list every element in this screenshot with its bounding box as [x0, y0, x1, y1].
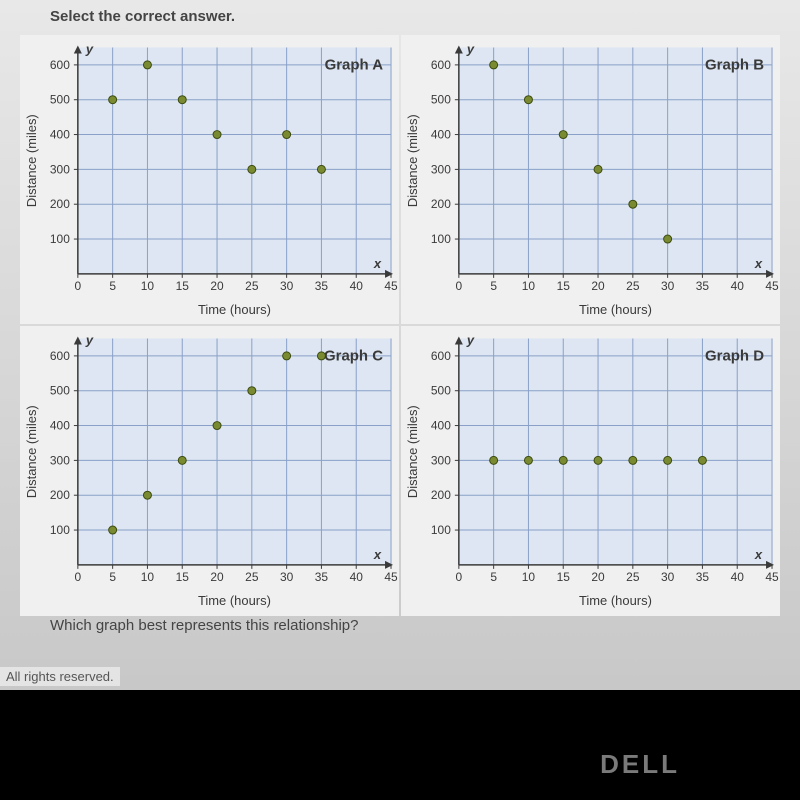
chart-a: y x 0 5 10 15 20 25 30 35 40 45 100 200 300 400 500 600 Ti…	[20, 35, 399, 324]
worksheet-page: Select the correct answer. y x 0 5 10 15 20 25 3…	[0, 0, 800, 690]
svg-text:45: 45	[384, 279, 398, 293]
rights-text: All rights reserved.	[0, 667, 120, 686]
svg-text:10: 10	[141, 279, 155, 293]
chart-d: y x 0 5 10 15 20 25 30 35 40 45 100 200 300 400 500 600 Ti…	[401, 326, 780, 615]
svg-text:Distance (miles): Distance (miles)	[405, 114, 420, 207]
svg-text:15: 15	[557, 570, 571, 584]
svg-text:20: 20	[210, 279, 224, 293]
svg-text:Time (hours): Time (hours)	[198, 302, 271, 317]
svg-text:0: 0	[75, 279, 82, 293]
svg-text:x: x	[373, 256, 382, 271]
svg-text:y: y	[466, 333, 475, 348]
svg-text:200: 200	[431, 197, 451, 211]
svg-text:500: 500	[431, 93, 451, 107]
svg-text:600: 600	[50, 58, 70, 72]
charts-grid: yx051015202530354045100200300400500600Ti…	[20, 35, 780, 605]
svg-text:400: 400	[431, 419, 451, 433]
dell-logo: DELL	[600, 749, 680, 780]
svg-text:10: 10	[141, 570, 155, 584]
svg-text:y: y	[466, 41, 475, 56]
chart-panel-a[interactable]: y x 0 5 10 15 20 25 30 35 40 45 100 200 300 400 500 600 Ti…	[20, 35, 399, 324]
svg-text:35: 35	[696, 570, 710, 584]
svg-text:Graph A: Graph A	[325, 56, 384, 73]
chart-panel-d[interactable]: y x 0 5 10 15 20 25 30 35 40 45 100 200 300 400 500 600 Ti…	[401, 326, 780, 615]
svg-text:40: 40	[731, 570, 745, 584]
svg-text:25: 25	[626, 279, 640, 293]
svg-text:Time (hours): Time (hours)	[198, 593, 271, 608]
svg-text:500: 500	[50, 93, 70, 107]
svg-text:25: 25	[245, 279, 259, 293]
svg-text:30: 30	[661, 279, 675, 293]
svg-text:400: 400	[50, 419, 70, 433]
svg-text:300: 300	[431, 162, 451, 176]
svg-text:30: 30	[661, 570, 675, 584]
svg-text:x: x	[754, 256, 763, 271]
svg-text:40: 40	[350, 279, 364, 293]
svg-text:5: 5	[109, 279, 116, 293]
svg-text:Time (hours): Time (hours)	[579, 302, 652, 317]
svg-text:20: 20	[591, 570, 605, 584]
svg-text:200: 200	[50, 488, 70, 502]
svg-text:25: 25	[626, 570, 640, 584]
svg-text:10: 10	[522, 570, 536, 584]
chart-b: y x 0 5 10 15 20 25 30 35 40 45 100 200 300 400 500 600 Ti…	[401, 35, 780, 324]
svg-text:35: 35	[696, 279, 710, 293]
svg-text:y: y	[85, 333, 94, 348]
svg-text:Distance (miles): Distance (miles)	[405, 405, 420, 498]
svg-text:40: 40	[731, 279, 745, 293]
svg-text:5: 5	[109, 570, 116, 584]
svg-text:15: 15	[176, 279, 190, 293]
svg-text:400: 400	[431, 128, 451, 142]
svg-text:300: 300	[50, 454, 70, 468]
svg-text:200: 200	[431, 488, 451, 502]
chart-c: y x 0 5 10 15 20 25 30 35 40 45 100 200 300 400 500 600 Ti…	[20, 326, 399, 615]
svg-text:15: 15	[176, 570, 190, 584]
svg-text:y: y	[85, 41, 94, 56]
svg-text:35: 35	[315, 570, 329, 584]
svg-text:300: 300	[50, 162, 70, 176]
svg-text:x: x	[754, 547, 763, 562]
svg-text:500: 500	[50, 384, 70, 398]
svg-text:0: 0	[456, 570, 463, 584]
svg-text:Graph B: Graph B	[705, 56, 764, 73]
svg-text:600: 600	[50, 349, 70, 363]
svg-text:x: x	[373, 547, 382, 562]
svg-text:10: 10	[522, 279, 536, 293]
svg-text:30: 30	[280, 279, 294, 293]
svg-text:100: 100	[431, 232, 451, 246]
svg-text:600: 600	[431, 58, 451, 72]
svg-text:25: 25	[245, 570, 259, 584]
svg-text:45: 45	[384, 570, 398, 584]
svg-text:5: 5	[490, 279, 497, 293]
svg-text:Distance (miles): Distance (miles)	[24, 114, 39, 207]
laptop-bezel: DELL	[0, 690, 800, 800]
svg-text:20: 20	[210, 570, 224, 584]
svg-text:30: 30	[280, 570, 294, 584]
svg-text:200: 200	[50, 197, 70, 211]
svg-text:45: 45	[765, 279, 779, 293]
svg-text:100: 100	[50, 232, 70, 246]
chart-panel-b[interactable]: y x 0 5 10 15 20 25 30 35 40 45 100 200 300 400 500 600 Ti…	[401, 35, 780, 324]
svg-text:100: 100	[431, 523, 451, 537]
svg-text:0: 0	[456, 279, 463, 293]
svg-text:35: 35	[315, 279, 329, 293]
svg-text:20: 20	[591, 279, 605, 293]
svg-text:Graph C: Graph C	[324, 348, 383, 365]
svg-text:500: 500	[431, 384, 451, 398]
svg-text:40: 40	[350, 570, 364, 584]
svg-text:45: 45	[765, 570, 779, 584]
svg-text:0: 0	[75, 570, 82, 584]
svg-text:600: 600	[431, 349, 451, 363]
svg-text:15: 15	[557, 279, 571, 293]
svg-text:Distance (miles): Distance (miles)	[24, 405, 39, 498]
svg-text:300: 300	[431, 454, 451, 468]
svg-text:Time (hours): Time (hours)	[579, 593, 652, 608]
instruction-text: Select the correct answer.	[50, 8, 780, 25]
svg-text:400: 400	[50, 128, 70, 142]
svg-text:5: 5	[490, 570, 497, 584]
svg-text:Graph D: Graph D	[705, 348, 764, 365]
chart-panel-c[interactable]: y x 0 5 10 15 20 25 30 35 40 45 100 200 300 400 500 600 Ti…	[20, 326, 399, 615]
svg-text:100: 100	[50, 523, 70, 537]
question-text: Which graph best represents this relatio…	[50, 617, 780, 634]
